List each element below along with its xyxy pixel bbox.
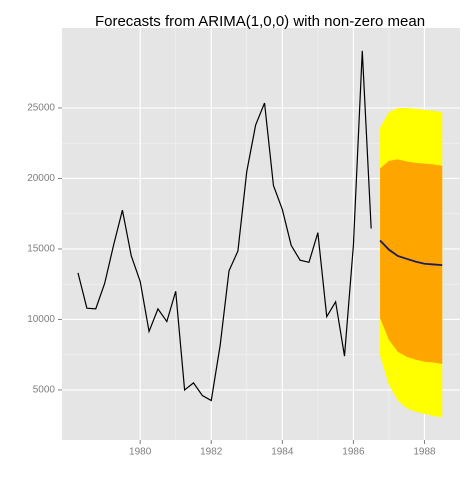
band-80 (380, 159, 443, 364)
y-tick-label: 10000 (27, 314, 55, 325)
x-tick-label: 1984 (271, 447, 294, 458)
y-tick-label: 20000 (27, 173, 55, 184)
chart-title: Forecasts from ARIMA(1,0,0) with non-zer… (95, 13, 425, 30)
forecast-line (379, 239, 443, 267)
y-tick-label: 25000 (27, 103, 55, 114)
x-tick-label: 1988 (413, 447, 436, 458)
y-tick-label: 15000 (27, 244, 55, 255)
x-tick-label: 1982 (200, 447, 223, 458)
x-tick-label: 1986 (342, 447, 365, 458)
y-tick-label: 5000 (33, 385, 56, 396)
x-tick-label: 1980 (129, 447, 152, 458)
observed-line (77, 50, 372, 402)
